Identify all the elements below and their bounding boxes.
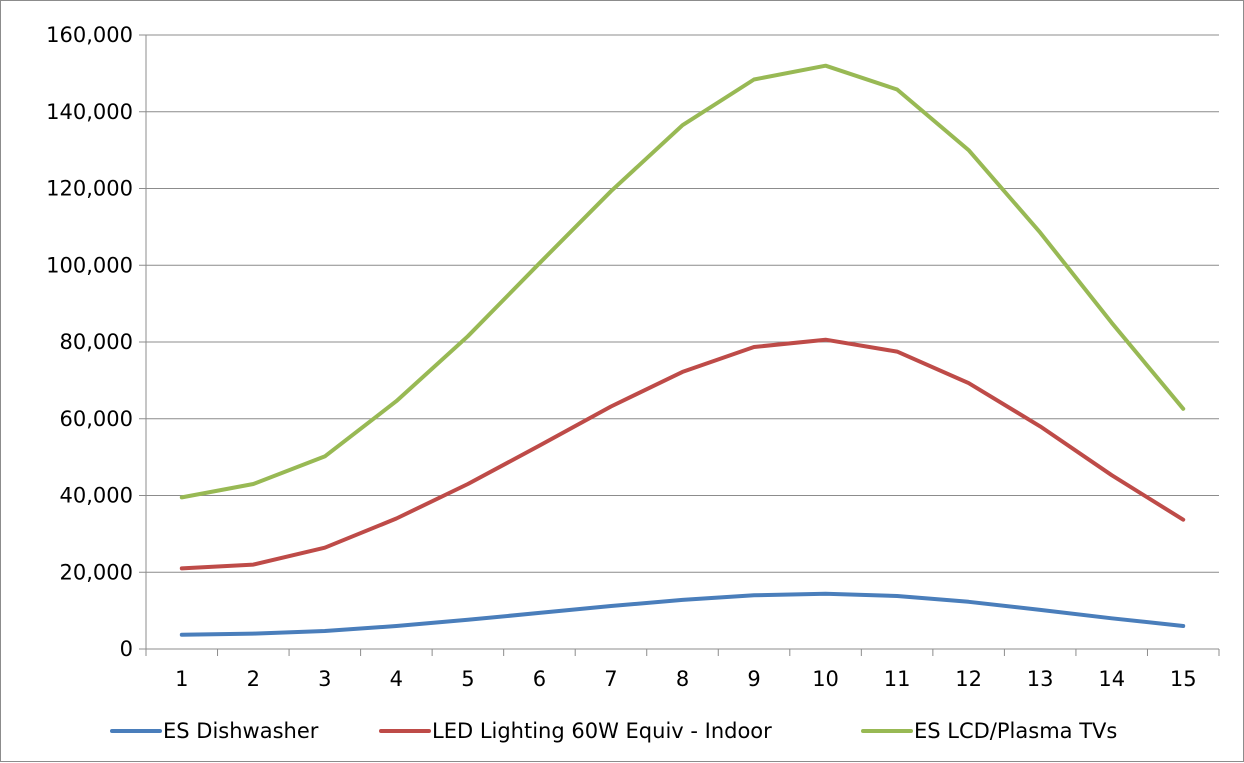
x-tick-label: 1 <box>175 667 188 691</box>
x-tick-label: 10 <box>812 667 839 691</box>
legend-label-2: LED Lighting 60W Equiv - Indoor <box>432 719 772 743</box>
series-line-1 <box>179 591 1186 637</box>
series-line-3 <box>179 63 1186 500</box>
gridlines <box>146 34 1219 573</box>
x-tick-label: 2 <box>247 667 260 691</box>
x-tick-label: 12 <box>955 667 982 691</box>
x-axis-tick-labels: 1 2 3 4 5 6 7 8 9 10 11 12 13 14 15 <box>175 667 1197 691</box>
x-tick-label: 3 <box>318 667 331 691</box>
x-tick-label: 8 <box>676 667 689 691</box>
y-tick-label: 100,000 <box>46 253 133 277</box>
y-tick-label: 40,000 <box>60 484 133 508</box>
series-lines <box>179 63 1186 637</box>
x-tick-label: 4 <box>390 667 403 691</box>
y-axis-tick-labels: 0 20,000 40,000 60,000 80,000 100,000 120,000 1… <box>46 23 133 661</box>
y-tick-label: 140,000 <box>46 100 133 124</box>
axes <box>139 34 1220 656</box>
y-tick-label: 0 <box>120 637 133 661</box>
series-line-2 <box>179 337 1186 571</box>
y-tick-label: 160,000 <box>46 23 133 47</box>
y-tick-label: 120,000 <box>46 177 133 201</box>
legend: ES Dishwasher LED Lighting 60W Equiv - In… <box>110 719 1117 743</box>
y-tick-label: 80,000 <box>60 330 133 354</box>
y-tick-label: 20,000 <box>60 560 133 584</box>
legend-label-1: ES Dishwasher <box>163 719 319 743</box>
x-tick-label: 9 <box>747 667 760 691</box>
x-tick-label: 15 <box>1170 667 1197 691</box>
x-tick-label: 7 <box>604 667 617 691</box>
x-tick-label: 13 <box>1027 667 1054 691</box>
y-tick-label: 60,000 <box>60 407 133 431</box>
x-tick-label: 5 <box>461 667 474 691</box>
x-tick-label: 6 <box>533 667 546 691</box>
x-tick-label: 14 <box>1098 667 1125 691</box>
legend-label-3: ES LCD/Plasma TVs <box>914 719 1117 743</box>
x-tick-label: 11 <box>884 667 911 691</box>
